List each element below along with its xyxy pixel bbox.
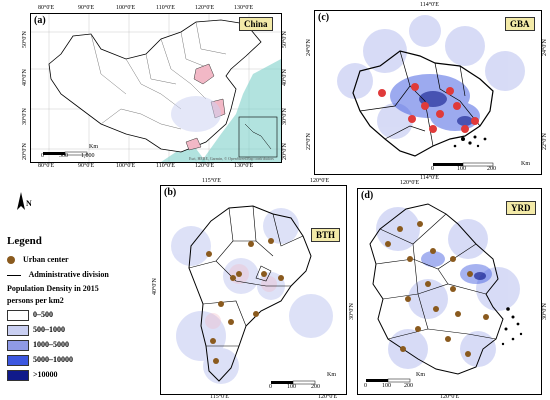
china-right-lat-0: 50°0'N bbox=[282, 31, 288, 48]
china-top-lon-4: 120°0'E bbox=[195, 5, 215, 11]
bth-top-lon-1: 120°0'E bbox=[310, 178, 330, 184]
legend-swatch-1 bbox=[7, 325, 29, 336]
legend-class-1: 500–1000 bbox=[33, 325, 65, 334]
china-bottom-lon-1: 90°0'E bbox=[78, 163, 95, 169]
china-scale-tick-0: 0 bbox=[41, 153, 44, 159]
legend-density-unit: persons per km2 bbox=[7, 296, 64, 305]
china-top-lon-5: 130°0'E bbox=[234, 5, 254, 11]
yrd-urban-centers bbox=[385, 221, 489, 357]
bth-scale-tick-1: 100 bbox=[287, 384, 296, 390]
panel-d-label: (d) bbox=[361, 190, 374, 201]
legend-title: Legend bbox=[7, 235, 42, 247]
legend-admin-division: Administrative division bbox=[7, 270, 109, 279]
china-top-lon-3: 110°0'E bbox=[156, 5, 175, 11]
china-left-lat-0: 50°0'N bbox=[22, 31, 28, 48]
legend-swatch-2 bbox=[7, 340, 29, 351]
legend-class-3: 5000–10000 bbox=[33, 355, 73, 364]
gba-scale-tick-2: 200 bbox=[487, 166, 496, 172]
legend: N Legend Urban center Administrative div… bbox=[3, 184, 153, 394]
yrd-left-lat: 30°0'N bbox=[349, 303, 355, 320]
bth-left-lat-0: 40°0'N bbox=[152, 278, 158, 295]
china-bottom-lon-3: 110°0'E bbox=[156, 163, 175, 169]
panel-b-label: (b) bbox=[164, 187, 177, 198]
yrd-tag: YRD bbox=[506, 201, 536, 215]
china-top-lon-2: 100°0'E bbox=[116, 5, 136, 11]
gba-scale-tick-1: 100 bbox=[457, 166, 466, 172]
china-top-lon-0: 80°0'E bbox=[38, 5, 55, 11]
north-arrow bbox=[13, 184, 29, 212]
china-left-lat-1: 40°0'N bbox=[22, 69, 28, 86]
china-scale-bar bbox=[43, 151, 88, 156]
gba-map-graphic bbox=[337, 15, 525, 167]
legend-swatch-3 bbox=[7, 355, 29, 366]
china-top-lon-1: 90°0'E bbox=[78, 5, 95, 11]
gba-scale-bar bbox=[433, 162, 494, 167]
china-left-lat-3: 20°0'N bbox=[22, 143, 28, 160]
north-arrow-icon bbox=[17, 192, 25, 210]
gba-right-lat-0: 24°0'N bbox=[542, 39, 548, 56]
yrd-scale-bar bbox=[366, 378, 411, 383]
bth-scale-tick-2: 200 bbox=[311, 384, 320, 390]
yrd-bottom-lon: 120°0'E bbox=[440, 394, 460, 400]
bth-scale-unit: Km bbox=[327, 372, 336, 378]
panel-china-map: (a) China Km 0 500 1,000 Esri, HERE, Gar… bbox=[30, 13, 282, 163]
gba-left-lat-1: 22°0'N bbox=[306, 133, 312, 150]
china-bottom-lon-2: 100°0'E bbox=[116, 163, 136, 169]
legend-urban-center-label: Urban center bbox=[23, 255, 69, 264]
china-tag: China bbox=[239, 17, 273, 31]
china-right-lat-1: 40°0'N bbox=[282, 69, 288, 86]
gba-top-lon: 114°0'E bbox=[420, 2, 439, 8]
china-right-lat-3: 20°0'N bbox=[282, 143, 288, 160]
bth-scale-bar bbox=[271, 380, 316, 385]
china-right-lat-2: 30°0'N bbox=[282, 108, 288, 125]
panel-c-label: (c) bbox=[318, 12, 330, 23]
yrd-scale-tick-0: 0 bbox=[364, 383, 367, 389]
china-bottom-lon-5: 130°0'E bbox=[234, 163, 254, 169]
bth-bottom-lon-0: 115°0'E bbox=[210, 394, 229, 400]
yrd-map-graphic bbox=[366, 203, 523, 383]
bth-tag: BTH bbox=[311, 228, 341, 242]
gba-right-lat-1: 22°0'N bbox=[542, 133, 548, 150]
urban-center-icon bbox=[7, 256, 15, 265]
china-scale-unit: Km bbox=[89, 144, 98, 150]
china-scale-tick-1: 500 bbox=[59, 153, 68, 159]
legend-swatch-4 bbox=[7, 370, 29, 381]
gba-left-lat-0: 24°0'N bbox=[306, 39, 312, 56]
panel-yrd-map: (d) YRD Km 0 100 200 bbox=[357, 188, 542, 395]
bth-top-lon-0: 115°0'E bbox=[202, 178, 221, 184]
bth-urban-centers bbox=[206, 238, 284, 364]
china-left-lat-2: 30°0'N bbox=[22, 108, 28, 125]
panel-gba-map: (c) GBA Km 0 100 200 bbox=[314, 10, 542, 175]
gba-urban-centers bbox=[378, 83, 479, 133]
gba-scale-tick-0: 0 bbox=[431, 166, 434, 172]
gba-bottom-lon: 114°0'E bbox=[420, 175, 439, 181]
admin-line-icon bbox=[7, 274, 21, 276]
bth-map-graphic bbox=[171, 205, 333, 385]
legend-admin-division-label: Administrative division bbox=[28, 270, 109, 279]
panel-a-label: (a) bbox=[34, 15, 46, 26]
legend-swatch-0 bbox=[7, 310, 29, 321]
north-label: N bbox=[26, 199, 32, 208]
gba-scale-unit: Km bbox=[521, 161, 530, 167]
yrd-scale-tick-2: 200 bbox=[404, 383, 413, 389]
china-map-credit: Esri, HERE, Garmin, © OpenStreetMap cont… bbox=[189, 156, 274, 161]
bth-bottom-lon-1: 120°0'E bbox=[318, 394, 338, 400]
legend-class-0: 0–500 bbox=[33, 310, 53, 319]
bth-scale-tick-0: 0 bbox=[269, 384, 272, 390]
panel-bth-map: (b) BTH Km 0 100 200 bbox=[160, 185, 347, 395]
china-scale-tick-2: 1,000 bbox=[81, 153, 95, 159]
china-bottom-lon-0: 80°0'E bbox=[38, 163, 55, 169]
yrd-scale-tick-1: 100 bbox=[382, 383, 391, 389]
china-bottom-lon-4: 120°0'E bbox=[195, 163, 215, 169]
legend-class-2: 1000–5000 bbox=[33, 340, 69, 349]
yrd-top-lon: 120°0'E bbox=[400, 180, 420, 186]
legend-class-4: >10000 bbox=[33, 370, 58, 379]
legend-density-title: Population Density in 2015 bbox=[7, 284, 99, 293]
yrd-scale-unit: Km bbox=[416, 372, 425, 378]
gba-tag: GBA bbox=[505, 17, 535, 31]
legend-urban-center: Urban center bbox=[7, 255, 69, 265]
china-map-graphic bbox=[31, 14, 281, 162]
yrd-right-lat: 30°0'N bbox=[542, 303, 548, 320]
